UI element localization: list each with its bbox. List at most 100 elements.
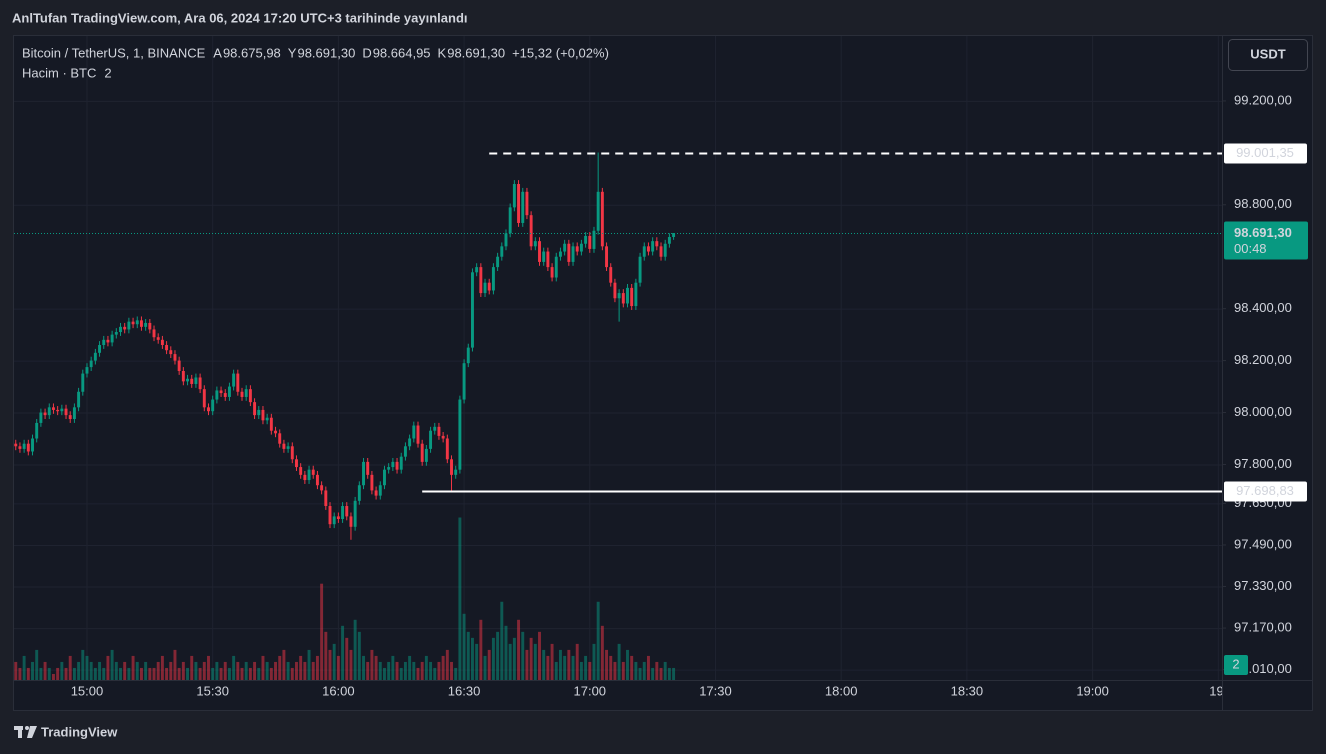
volume-bar	[47, 667, 51, 680]
volume-bar	[77, 661, 81, 680]
volume-bar	[81, 649, 85, 680]
candle-body	[257, 409, 261, 416]
volume-bar	[613, 661, 617, 680]
candle-body	[93, 352, 97, 361]
candle-body	[529, 215, 533, 247]
volume-bar	[521, 631, 525, 680]
volume-bar	[223, 661, 227, 680]
volume-bar	[144, 661, 148, 680]
volume-bar	[533, 643, 537, 680]
candle-body	[131, 321, 135, 325]
volume-bar	[307, 649, 311, 680]
volume-bar	[588, 661, 592, 680]
volume-bar	[621, 661, 625, 680]
candle-body	[504, 233, 508, 247]
volume-bar	[311, 661, 315, 680]
volume-bar	[286, 661, 290, 680]
volume-bar	[68, 655, 72, 680]
volume-bar	[14, 661, 18, 680]
volume-bar	[462, 613, 466, 680]
y-tick-label: 98.800,00	[1234, 196, 1292, 211]
candle-body	[253, 402, 257, 416]
candle-body	[39, 412, 43, 423]
x-tick-label: 15:30	[196, 683, 229, 698]
volume-bar	[139, 667, 143, 680]
candle-body	[412, 425, 416, 439]
candle-body	[454, 469, 458, 475]
volume-bar	[575, 643, 579, 680]
candle-body	[123, 326, 127, 330]
legend-text: 2	[104, 65, 111, 80]
candle-body	[517, 184, 521, 223]
volume-bar	[181, 661, 185, 680]
candle-body	[139, 320, 143, 327]
candle-body	[64, 408, 68, 416]
candle-body	[85, 367, 89, 374]
volume-bar	[207, 655, 210, 680]
candle-body	[667, 236, 671, 244]
volume-bar	[370, 649, 374, 680]
countdown-label: 00:48	[1234, 241, 1267, 256]
candle-body	[173, 354, 177, 361]
candle-body	[563, 243, 567, 252]
candle-body	[219, 390, 223, 394]
volume-bar	[248, 667, 252, 680]
x-tick-label: 16:30	[448, 683, 481, 698]
candle-body	[336, 516, 340, 519]
currency-label[interactable]: USDT	[1250, 46, 1285, 61]
volume-bar	[152, 667, 156, 680]
volume-bar	[433, 667, 437, 680]
candle-body	[424, 448, 428, 462]
volume-bar	[487, 649, 491, 680]
volume-bar	[441, 655, 445, 680]
current-price-label: 98.691,30	[1234, 225, 1292, 240]
volume-bar	[227, 667, 231, 680]
chart-pane	[13, 35, 1313, 711]
volume-bar	[278, 655, 282, 680]
volume-bar	[274, 661, 277, 680]
candle-body	[190, 378, 194, 384]
volume-bar	[253, 661, 257, 680]
volume-bar	[638, 667, 642, 680]
volume-bar	[592, 643, 596, 680]
candle-body	[89, 360, 93, 368]
currency-button[interactable]	[1228, 39, 1308, 71]
volume-bar	[399, 667, 403, 680]
legend-text: A	[213, 45, 222, 60]
volume-bar	[135, 661, 139, 680]
candle-body	[215, 390, 219, 400]
volume-bar	[165, 667, 169, 680]
candle-body	[156, 337, 160, 340]
y-tick-label: 97.330,00	[1234, 578, 1292, 593]
candle-body	[232, 373, 236, 387]
volume-bar	[416, 667, 420, 680]
volume-bar	[424, 655, 428, 680]
volume-bar	[672, 667, 676, 680]
volume-bar	[634, 661, 638, 680]
candle-body	[68, 415, 72, 420]
candle-body	[227, 386, 231, 397]
candle-body	[567, 243, 571, 262]
candle-body	[445, 438, 449, 460]
volume-bar	[26, 667, 30, 680]
logo-text[interactable]: TradingView	[41, 724, 118, 739]
volume-bar	[51, 673, 55, 680]
candle-body	[642, 246, 646, 257]
candle-body	[634, 282, 638, 307]
candle-body	[47, 407, 51, 416]
logo[interactable]: TradingView	[14, 724, 118, 739]
volume-bar	[496, 631, 500, 680]
volume-bar	[412, 661, 416, 680]
candle-body	[307, 469, 311, 481]
legend-text: D	[362, 45, 371, 60]
volume-bar	[596, 601, 600, 680]
candle-body	[127, 321, 131, 330]
volume-bar	[341, 625, 345, 680]
candle-body	[420, 443, 424, 462]
candle-body	[399, 456, 403, 470]
volume-bar	[542, 649, 546, 680]
candle-body	[362, 461, 365, 486]
volume-bar	[420, 661, 424, 680]
candle-body	[458, 399, 462, 470]
